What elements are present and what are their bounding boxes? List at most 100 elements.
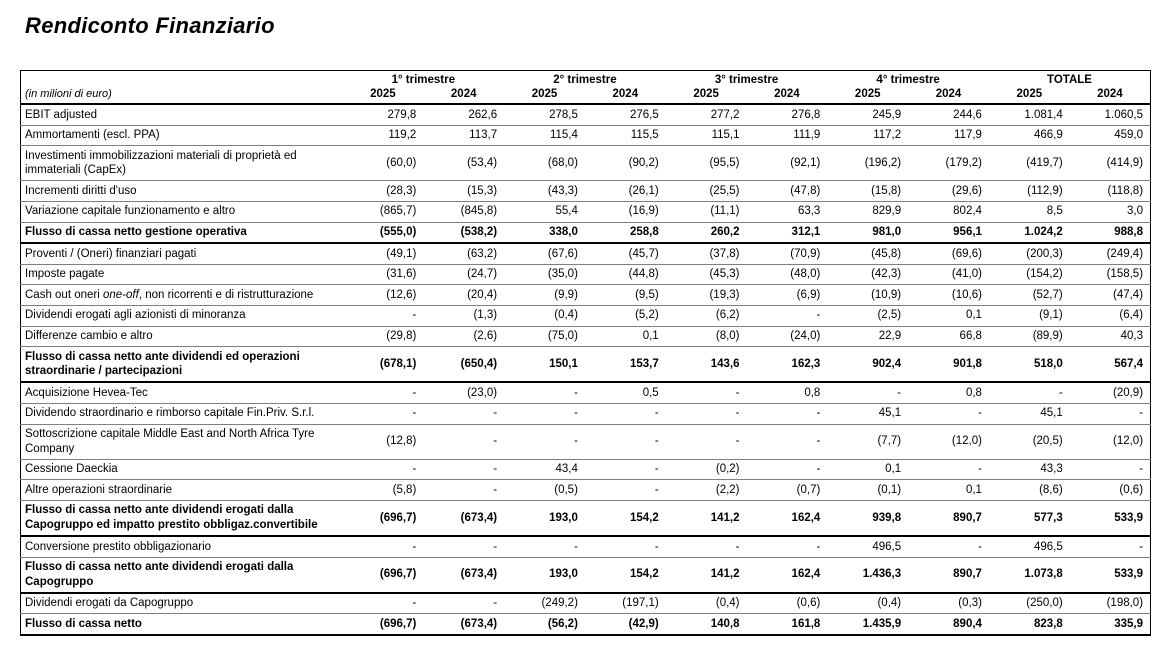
value-cell: (53,4) <box>423 145 505 182</box>
value-cell: 312,1 <box>746 222 828 245</box>
value-cell: (49,1) <box>342 243 424 265</box>
value-cell: (20,4) <box>423 284 505 306</box>
value-cell: 45,1 <box>988 403 1070 425</box>
value-cell: (44,8) <box>584 264 666 286</box>
value-cell: (696,7) <box>342 613 424 637</box>
value-cell: 0,8 <box>908 382 989 404</box>
value-cell: (15,8) <box>827 180 909 202</box>
value-cell: - <box>423 403 505 425</box>
value-cell: 901,8 <box>908 346 989 384</box>
value-cell: (8,0) <box>665 326 747 348</box>
row-label: Investimenti immobilizzazioni materiali … <box>20 145 343 182</box>
value-cell: (95,5) <box>665 145 747 182</box>
value-cell: (6,9) <box>746 284 828 306</box>
value-cell: 829,9 <box>827 201 909 223</box>
year-header: 2025 <box>342 87 424 105</box>
value-cell: (45,3) <box>665 264 747 286</box>
value-cell: 55,4 <box>504 201 585 223</box>
row-label: Flusso di cassa netto ante dividendi ero… <box>20 500 343 538</box>
value-cell: (7,7) <box>827 424 909 460</box>
value-cell: 278,5 <box>504 104 585 126</box>
value-cell: 162,3 <box>746 346 828 384</box>
value-cell: - <box>665 403 747 425</box>
value-cell: 533,9 <box>1069 500 1151 538</box>
row-label: Altre operazioni straordinarie <box>20 479 343 501</box>
table-row: Flusso di cassa netto (696,7) (673,4) (56,2… <box>20 613 1151 637</box>
value-cell: - <box>746 403 828 425</box>
value-cell: - <box>746 536 828 558</box>
value-cell: 890,7 <box>908 500 989 538</box>
value-cell: 141,2 <box>665 500 747 538</box>
column-group-header: 2° trimestre <box>553 74 617 86</box>
value-cell: 3,0 <box>1069 201 1151 223</box>
value-cell: (198,0) <box>1069 592 1151 615</box>
table-row: Incrementi diritti d'uso (28,3) (15,3) (43,… <box>20 180 1151 202</box>
value-cell: (67,6) <box>504 243 585 265</box>
value-cell: 193,0 <box>504 557 585 594</box>
value-cell: - <box>504 536 585 558</box>
value-cell: (11,1) <box>665 201 747 223</box>
row-label: Flusso di cassa netto <box>20 613 343 637</box>
value-cell: 335,9 <box>1069 613 1151 637</box>
value-cell: (9,9) <box>504 284 585 306</box>
value-cell: (29,8) <box>342 326 424 348</box>
value-cell: 276,5 <box>584 104 666 126</box>
value-cell: - <box>423 536 505 558</box>
value-cell: (28,3) <box>342 180 424 202</box>
value-cell: (68,0) <box>504 145 585 182</box>
value-cell: (24,0) <box>746 326 828 348</box>
value-cell: (47,8) <box>746 180 828 202</box>
value-cell: - <box>746 424 828 460</box>
value-cell: (250,0) <box>988 592 1070 615</box>
value-cell: (2,2) <box>665 479 747 501</box>
value-cell: 577,3 <box>988 500 1070 538</box>
value-cell: (8,6) <box>988 479 1070 501</box>
value-cell: 496,5 <box>827 536 909 558</box>
value-cell: (673,4) <box>423 613 505 637</box>
table-row: Imposte pagate (31,6) (24,7) (35,0) (44,8) (4… <box>20 264 1151 286</box>
value-cell: - <box>342 305 424 327</box>
value-cell: - <box>584 403 666 425</box>
row-label: Variazione capitale funzionamento e altr… <box>20 201 343 223</box>
value-cell: - <box>746 305 828 327</box>
value-cell: (0,2) <box>665 459 747 481</box>
table-row: Flusso di cassa netto ante dividendi ero… <box>20 500 1151 538</box>
value-cell: - <box>1069 536 1151 558</box>
value-cell: 939,8 <box>827 500 909 538</box>
value-cell: (75,0) <box>504 326 585 348</box>
value-cell: - <box>584 536 666 558</box>
value-cell: - <box>504 424 585 460</box>
value-cell: (56,2) <box>504 613 585 637</box>
value-cell: 0,1 <box>827 459 909 481</box>
page-title: Rendiconto Finanziario <box>25 13 275 38</box>
value-cell: (12,0) <box>1069 424 1151 460</box>
value-cell: (15,3) <box>423 180 505 202</box>
value-cell: (12,0) <box>908 424 989 460</box>
value-cell: (69,6) <box>908 243 989 265</box>
value-cell: (0,3) <box>908 592 989 615</box>
value-cell: - <box>908 536 989 558</box>
value-cell: - <box>504 382 585 404</box>
table-row: Ammortamenti (escl. PPA) 119,2 113,7 115,4 1… <box>20 125 1151 147</box>
value-cell: - <box>988 382 1070 404</box>
value-cell: 567,4 <box>1069 346 1151 384</box>
value-cell: 1.024,2 <box>988 222 1070 245</box>
year-row: (in milioni di euro) 2025 2024 2025 2024 2025… <box>20 87 1151 105</box>
value-cell: (673,4) <box>423 500 505 538</box>
value-cell: (249,2) <box>504 592 585 615</box>
value-cell: 115,4 <box>504 125 585 147</box>
value-cell: (845,8) <box>423 201 505 223</box>
cash-flow-table: 1° trimestre 2° trimestre 3° trimestre 4° t… <box>20 70 1152 637</box>
value-cell: (37,8) <box>665 243 747 265</box>
value-cell: (0,6) <box>746 592 828 615</box>
value-cell: 802,4 <box>908 201 989 223</box>
row-label: EBIT adjusted <box>20 104 343 126</box>
value-cell: (0,6) <box>1069 479 1151 501</box>
value-cell: - <box>423 592 505 615</box>
table-row: Cessione Daeckia - -43,4- (0,2) -0,1-43,3- <box>20 459 1151 481</box>
value-cell: 117,9 <box>908 125 989 147</box>
value-cell: (9,5) <box>584 284 666 306</box>
value-cell: 260,2 <box>665 222 747 245</box>
column-group-row: 1° trimestre 2° trimestre 3° trimestre 4° t… <box>21 71 1151 88</box>
year-header: 2025 <box>988 87 1070 105</box>
